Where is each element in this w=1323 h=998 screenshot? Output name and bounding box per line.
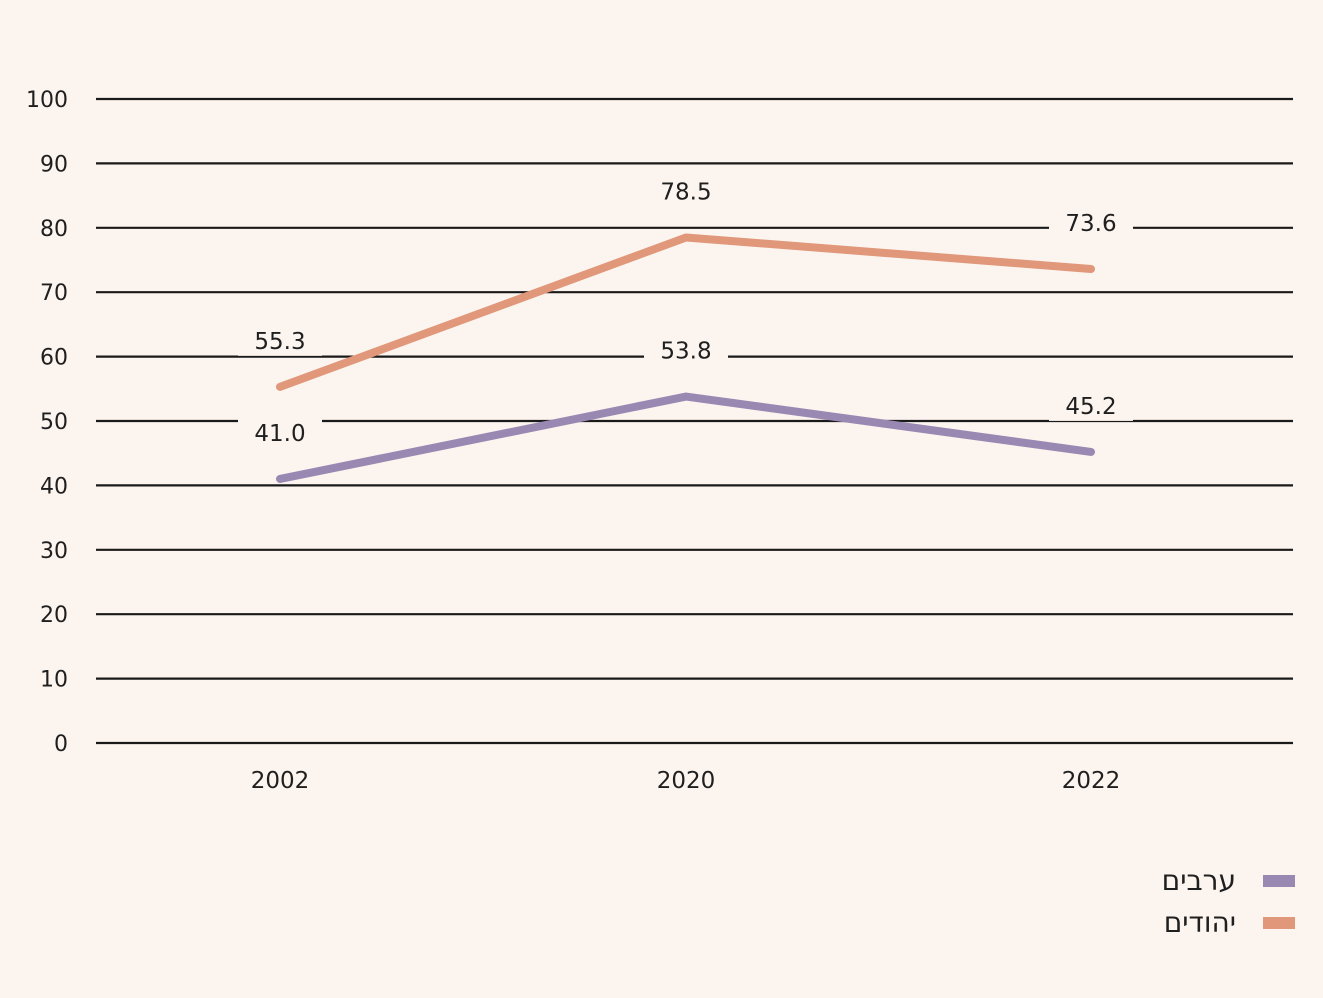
y-tick-label: 10 xyxy=(40,668,68,693)
y-tick-label: 80 xyxy=(40,217,68,242)
y-tick-label: 60 xyxy=(40,346,68,371)
data-label-group: 53.8 xyxy=(644,331,728,366)
x-tick-label: 2022 xyxy=(1062,768,1121,794)
data-label-background xyxy=(1049,204,1133,239)
data-label-group: 41.0 xyxy=(238,413,322,448)
series-line-0 xyxy=(276,233,1095,391)
y-tick-label: 100 xyxy=(26,88,68,113)
x-tick-label: 2002 xyxy=(251,768,310,794)
data-label: 41.0 xyxy=(254,421,305,447)
legend-swatch xyxy=(1263,875,1295,887)
data-label-group: 73.6 xyxy=(1049,204,1133,239)
data-label: 78.5 xyxy=(660,179,711,205)
data-label-group: 55.3 xyxy=(238,321,322,356)
y-tick-label: 0 xyxy=(54,732,68,757)
data-label-background xyxy=(238,413,322,448)
y-tick-label: 30 xyxy=(40,539,68,564)
data-label: 73.6 xyxy=(1065,211,1116,237)
series-lines xyxy=(276,233,1095,483)
x-axis-tick-labels: 2002 2020 2022 xyxy=(251,768,1121,794)
series-line-1 xyxy=(276,392,1095,483)
y-tick-label: 90 xyxy=(40,152,68,177)
legend: ערבים יהודים xyxy=(1162,864,1295,939)
legend-item: יהודים xyxy=(1164,906,1295,939)
data-label-background xyxy=(238,321,322,356)
data-label-background xyxy=(644,172,728,207)
legend-label: יהודים xyxy=(1164,906,1236,939)
legend-label: ערבים xyxy=(1162,864,1236,897)
legend-swatch xyxy=(1263,917,1295,929)
data-labels: 55.3 78.5 73.6 41.0 53.8 45.2 xyxy=(238,172,1133,448)
y-axis-tick-labels: 0 10 20 30 40 50 60 70 80 90 100 xyxy=(26,88,68,757)
y-tick-label: 50 xyxy=(40,410,68,435)
data-label: 53.8 xyxy=(660,339,711,365)
data-label-background xyxy=(1049,386,1133,421)
y-tick-label: 70 xyxy=(40,281,68,306)
data-label: 45.2 xyxy=(1065,394,1116,420)
y-tick-label: 20 xyxy=(40,603,68,628)
x-tick-label: 2020 xyxy=(657,768,716,794)
legend-item: ערבים xyxy=(1162,864,1295,897)
data-label-group: 78.5 xyxy=(644,172,728,207)
data-label: 55.3 xyxy=(254,329,305,355)
data-label-background xyxy=(644,331,728,366)
y-tick-label: 40 xyxy=(40,474,68,499)
data-label-group: 45.2 xyxy=(1049,386,1133,421)
